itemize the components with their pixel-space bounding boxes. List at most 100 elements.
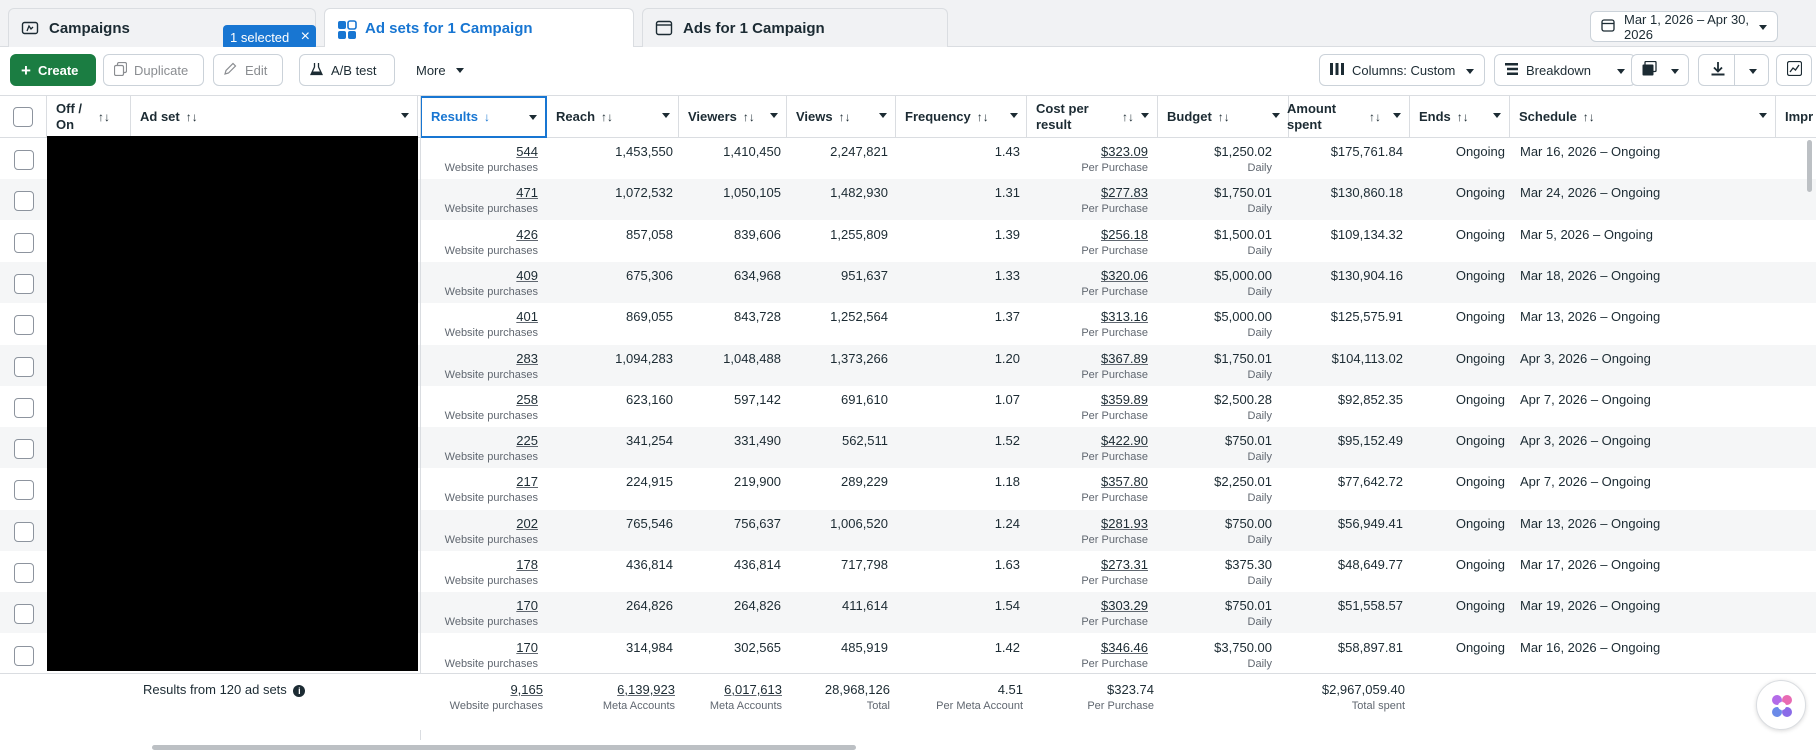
horizontal-scrollbar[interactable] [152, 745, 856, 750]
cell-cpr-value[interactable]: $281.93 [1101, 515, 1148, 531]
total-reach-value[interactable]: 6,139,923 [617, 682, 675, 697]
cell-results-value[interactable]: 426 [516, 226, 538, 242]
date-range-picker[interactable]: Mar 1, 2026 – Apr 30, 2026 [1590, 11, 1778, 42]
close-icon[interactable]: × [300, 28, 310, 45]
cell-viewers: 597,142 [680, 392, 781, 407]
results-summary: Results from 120 ad sets i [143, 682, 306, 697]
cell-cpr-value[interactable]: $357.80 [1101, 474, 1148, 490]
row-checkbox[interactable] [14, 521, 34, 542]
cell-cpr-value[interactable]: $303.29 [1101, 598, 1148, 614]
row-checkbox[interactable] [14, 273, 34, 294]
cell-schedule: Apr 7, 2026 – Ongoing [1520, 391, 1651, 407]
cell-cpr-value[interactable]: $422.90 [1101, 433, 1148, 449]
cell-cpr-value[interactable]: $273.31 [1101, 557, 1148, 572]
select-all-checkbox[interactable] [13, 107, 33, 127]
more-button[interactable]: More [406, 54, 472, 86]
header-viewers[interactable]: Viewers ↑↓ [679, 96, 787, 138]
row-checkbox[interactable] [14, 356, 34, 377]
total-reach: 6,139,923 Meta Accounts [555, 682, 675, 712]
cell-amount-value: $77,642.72 [1337, 474, 1403, 490]
cell-cpr-value[interactable]: $346.46 [1101, 639, 1148, 655]
columns-button[interactable]: Columns: Custom [1319, 54, 1485, 86]
cell-cpr-value[interactable]: $367.89 [1101, 350, 1148, 366]
cell-cpr-value[interactable]: $313.16 [1101, 309, 1148, 325]
table-row[interactable]: 401 Website purchases 869,055 843,728 1,252,… [0, 303, 1816, 344]
cell-cpr-value[interactable]: $359.89 [1101, 391, 1148, 407]
row-checkbox[interactable] [14, 439, 34, 460]
header-cost-per-result[interactable]: Cost per result ↑↓ [1027, 96, 1158, 138]
ab-test-button[interactable]: A/B test [299, 54, 395, 86]
vertical-scrollbar[interactable] [1807, 140, 1812, 192]
header-offon[interactable]: Off / On ↑↓ [47, 96, 131, 138]
total-viewers-value[interactable]: 6,017,613 [724, 682, 782, 697]
cell-amount-value: $125,575.91 [1330, 309, 1403, 325]
duplicate-button[interactable]: Duplicate [103, 54, 204, 86]
header-frequency[interactable]: Frequency ↑↓ [896, 96, 1027, 138]
row-checkbox[interactable] [14, 563, 34, 583]
cell-budget-sub: Daily [1247, 451, 1272, 464]
cell-results-value[interactable]: 401 [516, 309, 538, 325]
cell-ends: Ongoing [1420, 516, 1505, 531]
row-checkbox[interactable] [14, 315, 34, 336]
tab-ads[interactable]: Ads for 1 Campaign [642, 8, 948, 47]
cell-cpr-value[interactable]: $320.06 [1101, 267, 1148, 283]
cell-results-value[interactable]: 202 [516, 515, 538, 531]
cell-results-value[interactable]: 217 [516, 474, 538, 490]
info-icon[interactable]: i [293, 685, 306, 697]
row-checkbox[interactable] [14, 604, 34, 625]
header-views[interactable]: Views ↑↓ [787, 96, 896, 138]
tab-adsets[interactable]: Ad sets for 1 Campaign [324, 8, 634, 48]
cell-cpr-value[interactable]: $323.09 [1101, 144, 1148, 159]
cell-results-value[interactable]: 170 [516, 598, 538, 614]
cell-results-value[interactable]: 471 [516, 185, 538, 201]
cell-reach-value: 436,814 [626, 557, 673, 572]
cell-results-value[interactable]: 258 [516, 391, 538, 407]
row-checkbox[interactable] [14, 232, 34, 253]
table-row[interactable]: 426 Website purchases 857,058 839,606 1,255,… [0, 221, 1816, 262]
calendar-icon [1601, 18, 1615, 35]
export-button[interactable] [1698, 54, 1769, 86]
edit-button[interactable]: Edit [213, 54, 283, 86]
header-budget[interactable]: Budget ↑↓ [1158, 96, 1289, 138]
table-row[interactable]: 170 Website purchases 314,984 302,565 485,91… [0, 634, 1816, 675]
header-amount-spent[interactable]: Amount spent ↑↓ [1278, 96, 1410, 138]
cell-cpr-sub: Per Purchase [1081, 244, 1148, 257]
cell-results-value[interactable]: 170 [516, 639, 538, 655]
expand-chart-button[interactable] [1776, 54, 1812, 86]
header-impressions[interactable]: Impr [1776, 96, 1816, 138]
cell-cpr-value[interactable]: $256.18 [1101, 226, 1148, 242]
row-checkbox[interactable] [14, 480, 34, 501]
cell-ends-value: Ongoing [1455, 515, 1505, 531]
header-select-all[interactable] [0, 96, 47, 138]
header-schedule[interactable]: Schedule ↑↓ [1510, 96, 1776, 138]
total-results-value[interactable]: 9,165 [510, 682, 543, 697]
header-reach[interactable]: Reach ↑↓ [547, 96, 679, 138]
cell-cpr-value[interactable]: $277.83 [1101, 185, 1148, 201]
table-row[interactable]: 217 Website purchases 224,915 219,900 289,22… [0, 468, 1816, 509]
create-button[interactable]: + Create [10, 54, 96, 86]
row-checkbox[interactable] [14, 645, 34, 666]
breakdown-button[interactable]: Breakdown [1494, 54, 1636, 86]
cell-views-value: 951,637 [841, 267, 888, 283]
selected-chip[interactable]: 1 selected × [223, 25, 316, 50]
assistant-button[interactable] [1756, 680, 1806, 730]
table-row[interactable]: 544 Website purchases 1,453,550 1,410,450 2,… [0, 138, 1816, 179]
row-checkbox[interactable] [14, 150, 34, 170]
cell-budget: $1,500.01 Daily [1160, 227, 1272, 257]
cell-results-value[interactable]: 225 [516, 433, 538, 449]
row-checkbox[interactable] [14, 191, 34, 212]
cell-results-value[interactable]: 283 [516, 350, 538, 366]
cell-results-value[interactable]: 178 [516, 557, 538, 572]
table-row[interactable]: 178 Website purchases 436,814 436,814 717,79… [0, 551, 1816, 592]
table-row[interactable]: 258 Website purchases 623,160 597,142 691,61… [0, 386, 1816, 427]
header-ends[interactable]: Ends ↑↓ [1410, 96, 1510, 138]
header-results[interactable]: Results ↓ [420, 96, 547, 138]
cell-results: 409 Website purchases [430, 268, 538, 298]
cell-results-value[interactable]: 409 [516, 267, 538, 283]
tab-campaigns[interactable]: Campaigns 1 selected × [8, 8, 316, 50]
reports-button[interactable] [1631, 54, 1689, 86]
cell-results-value[interactable]: 544 [516, 144, 538, 159]
adsets-table: Off / On ↑↓ Ad set ↑↓ Results ↓ Reach ↑↓ Vie… [0, 95, 1816, 752]
row-checkbox[interactable] [14, 397, 34, 418]
header-adset[interactable]: Ad set ↑↓ [131, 96, 418, 138]
